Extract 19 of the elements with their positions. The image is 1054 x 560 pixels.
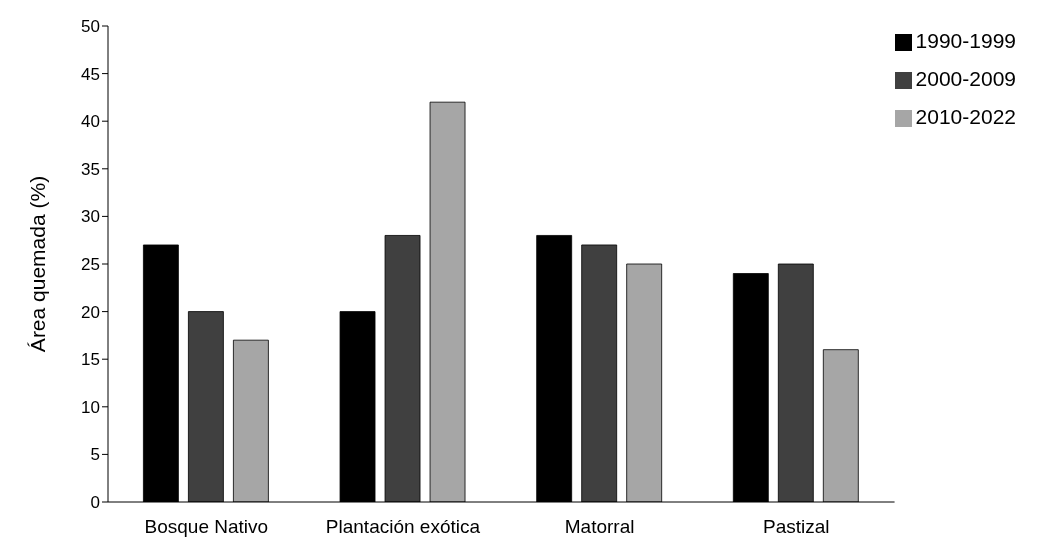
y-tick-label: 20 (81, 302, 100, 322)
x-tick-label: Plantación exótica (325, 516, 481, 538)
x-tick-label: Bosque Nativo (144, 516, 269, 538)
y-tick-label: 30 (81, 207, 100, 227)
legend-label: 1990-1999 (915, 29, 1016, 52)
y-tick-label: 0 (90, 493, 100, 513)
y-tick-label: 40 (81, 112, 100, 132)
y-tick-label: 50 (81, 17, 100, 37)
y-axis-title: Área quemada (%) (26, 175, 50, 353)
y-tick-label: 5 (90, 445, 100, 465)
y-tick-label: 10 (81, 397, 100, 417)
y-tick-label: 35 (81, 159, 100, 179)
x-tick-label: Matorral (564, 516, 635, 538)
y-tick-label: 45 (81, 64, 100, 84)
x-tick-label: Pastizal (762, 516, 830, 538)
y-tick-label: 25 (81, 255, 100, 275)
y-tick-label: 15 (81, 350, 100, 370)
legend-label: 2010-2022 (915, 105, 1016, 128)
legend-label: 2000-2009 (915, 67, 1016, 90)
